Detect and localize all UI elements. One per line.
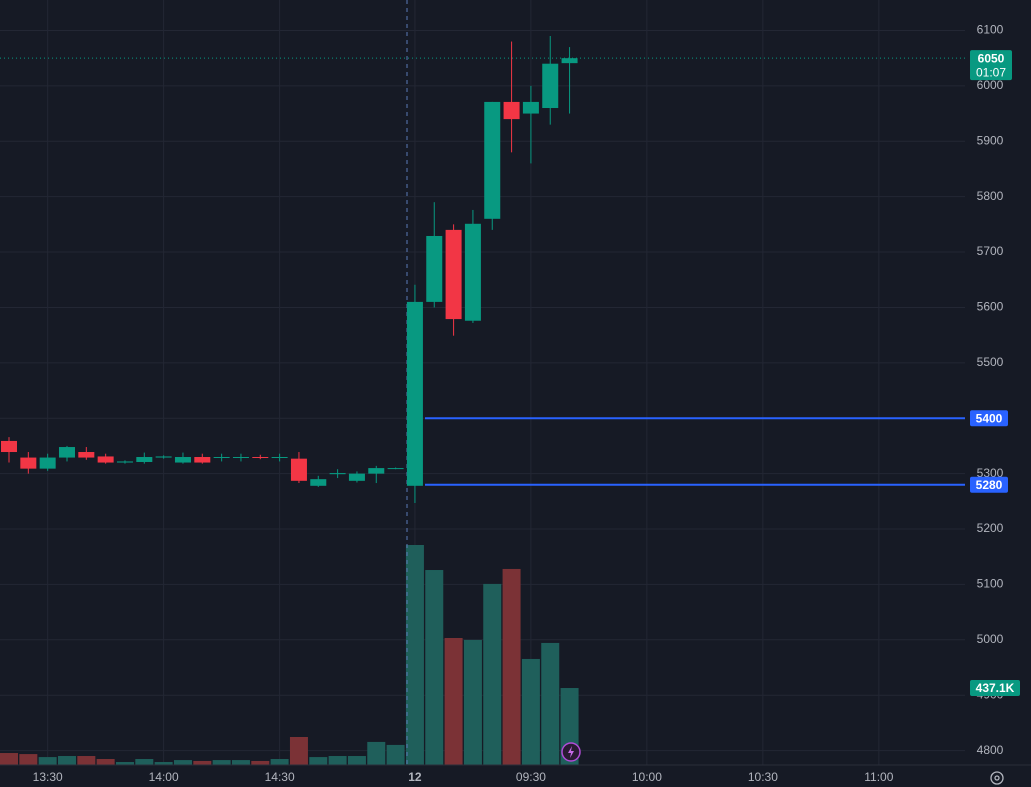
price-line-label: 5280 bbox=[976, 478, 1003, 492]
candle-body bbox=[58, 447, 75, 458]
volume-bar bbox=[483, 583, 502, 765]
last-price-box bbox=[970, 50, 1012, 81]
candle-body bbox=[522, 101, 539, 114]
y-tick-label: 5800 bbox=[977, 189, 1004, 203]
y-tick-label: 5900 bbox=[977, 133, 1004, 147]
candle-body bbox=[329, 473, 346, 475]
candle-body bbox=[155, 456, 172, 458]
candle-body bbox=[174, 457, 191, 463]
y-tick-label: 5700 bbox=[977, 244, 1004, 258]
settings-gear-center[interactable] bbox=[994, 775, 1000, 781]
x-tick-label: 10:30 bbox=[748, 770, 778, 784]
volume-bar bbox=[96, 759, 115, 765]
candle-body bbox=[271, 457, 288, 459]
candle-body bbox=[464, 223, 481, 321]
volume-bar bbox=[521, 658, 540, 765]
candle-body bbox=[348, 473, 365, 481]
volume-bar bbox=[231, 760, 250, 765]
volume-bar bbox=[405, 544, 424, 765]
x-tick-label: 12 bbox=[408, 770, 422, 784]
volume-bar bbox=[367, 741, 386, 765]
candle-body bbox=[194, 457, 211, 463]
volume-bar bbox=[444, 637, 463, 765]
candle-body bbox=[368, 468, 385, 474]
volume-bar bbox=[19, 754, 38, 765]
candle-body bbox=[484, 101, 501, 219]
candle-body bbox=[252, 457, 269, 459]
volume-bar bbox=[212, 760, 231, 765]
volume-bar bbox=[347, 756, 366, 765]
alert-icon[interactable] bbox=[561, 742, 581, 762]
price-pane bbox=[0, 36, 965, 503]
candle-body bbox=[213, 457, 230, 459]
y-tick-label: 5000 bbox=[977, 632, 1004, 646]
axes: 4800490050005100520053005400550056005700… bbox=[33, 23, 1020, 784]
volume-label-box bbox=[970, 680, 1020, 697]
price-line-label-box bbox=[970, 410, 1008, 427]
candle-body bbox=[542, 63, 559, 109]
candle-body bbox=[290, 458, 307, 481]
volume-bar bbox=[425, 570, 444, 765]
candle-body bbox=[426, 235, 443, 302]
candle-body bbox=[406, 301, 423, 486]
candle-body bbox=[20, 457, 37, 469]
x-tick-label: 13:30 bbox=[33, 770, 63, 784]
y-tick-label: 5300 bbox=[977, 466, 1004, 480]
candle-body bbox=[136, 457, 153, 462]
alert-icon-bolt[interactable] bbox=[568, 746, 574, 758]
x-tick-label: 14:00 bbox=[149, 770, 179, 784]
price-line-label-box bbox=[970, 476, 1008, 493]
candle-body bbox=[1, 440, 17, 453]
volume-bar bbox=[193, 760, 212, 765]
volume-bar bbox=[289, 736, 308, 765]
candle-body bbox=[78, 452, 95, 458]
y-tick-label: 5200 bbox=[977, 521, 1004, 535]
y-tick-label: 5100 bbox=[977, 577, 1004, 591]
y-tick-label: 4800 bbox=[977, 743, 1004, 757]
volume-bar bbox=[251, 760, 270, 765]
volume-bar bbox=[309, 757, 328, 765]
volume-bar bbox=[38, 757, 57, 765]
candle-body bbox=[116, 461, 133, 463]
volume-bar bbox=[502, 568, 521, 765]
volume-bar bbox=[270, 759, 289, 765]
y-tick-label: 5600 bbox=[977, 300, 1004, 314]
volume-bar bbox=[541, 642, 560, 765]
volume-bar bbox=[154, 762, 173, 765]
volume-bar bbox=[77, 756, 96, 765]
candle-body bbox=[503, 101, 520, 120]
x-tick-label: 14:30 bbox=[265, 770, 295, 784]
x-tick-label: 09:30 bbox=[516, 770, 546, 784]
y-tick-label: 6000 bbox=[977, 78, 1004, 92]
candle-body bbox=[39, 457, 56, 469]
candle-body bbox=[387, 468, 404, 470]
volume-bar bbox=[328, 756, 347, 765]
countdown-label: 01:07 bbox=[976, 65, 1006, 79]
last-price-label: 6050 bbox=[978, 51, 1005, 65]
volume-bar bbox=[173, 760, 192, 765]
x-tick-label: 11:00 bbox=[864, 770, 893, 784]
candle-body bbox=[310, 479, 327, 486]
volume-bar bbox=[0, 753, 18, 765]
settings-gear[interactable] bbox=[990, 771, 1004, 785]
candle-body bbox=[232, 457, 249, 459]
volume-bar bbox=[57, 756, 76, 765]
y-tick-label: 5500 bbox=[977, 355, 1004, 369]
settings-button[interactable] bbox=[990, 771, 1004, 785]
y-tick-label: 6100 bbox=[977, 23, 1004, 37]
candle-body bbox=[445, 229, 462, 320]
x-tick-label: 10:00 bbox=[632, 770, 662, 784]
volume-bar bbox=[386, 744, 405, 765]
candle-body bbox=[561, 58, 578, 64]
volume-bar bbox=[115, 762, 134, 765]
price-line-label: 5400 bbox=[976, 411, 1003, 425]
grid bbox=[0, 0, 965, 765]
candle-body bbox=[97, 456, 114, 463]
volume-label: 437.1K bbox=[976, 681, 1015, 695]
volume-bar bbox=[463, 639, 482, 765]
volume-bar bbox=[135, 759, 154, 765]
